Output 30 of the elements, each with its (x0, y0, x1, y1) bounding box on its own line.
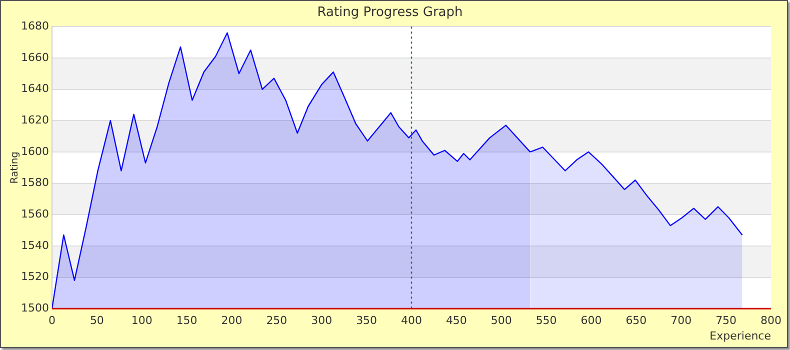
x-tick-label: 650 (626, 314, 647, 328)
x-tick-label: 150 (176, 314, 198, 328)
chart-title: Rating Progress Graph (317, 5, 463, 20)
x-tick-label: 550 (536, 314, 557, 328)
y-axis-title: Rating (10, 151, 21, 184)
y-tick-label: 1680 (21, 19, 49, 32)
y-tick-label: 1580 (21, 176, 49, 190)
x-tick-label: 0 (48, 314, 56, 328)
x-tick-label: 350 (356, 314, 378, 328)
y-tick-label: 1660 (21, 50, 49, 64)
x-tick-label: 750 (716, 314, 737, 328)
x-axis-title: Experience (710, 329, 772, 342)
x-tick-label: 400 (401, 314, 422, 328)
x-tick-label: 50 (90, 314, 104, 328)
x-tick-label: 100 (131, 314, 152, 328)
y-tick-label: 1560 (21, 207, 49, 220)
y-tick-label: 1600 (21, 144, 49, 158)
x-tick-label: 450 (446, 314, 467, 328)
x-tick-label: 500 (490, 314, 512, 328)
y-tick-label: 1540 (21, 238, 49, 252)
x-tick-label: 200 (221, 314, 242, 328)
y-tick-label: 1520 (21, 270, 49, 284)
y-tick-label: 1500 (21, 301, 49, 314)
y-tick-label: 1640 (21, 82, 49, 96)
x-tick-label: 300 (311, 314, 332, 328)
x-tick-label: 800 (760, 314, 782, 328)
x-tick-label: 700 (670, 314, 692, 328)
y-tick-label: 1620 (21, 113, 49, 126)
x-tick-label: 250 (266, 314, 288, 328)
x-tick-label: 600 (580, 314, 602, 328)
